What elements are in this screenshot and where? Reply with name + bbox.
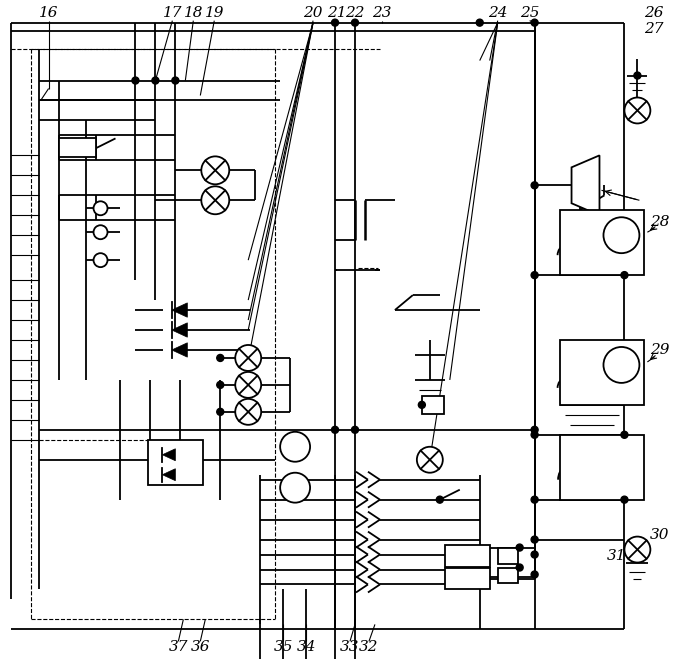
Circle shape xyxy=(235,372,261,398)
Circle shape xyxy=(621,271,628,279)
Circle shape xyxy=(531,536,538,543)
Bar xyxy=(444,545,490,567)
Circle shape xyxy=(332,19,339,26)
Circle shape xyxy=(235,399,261,425)
Text: 25: 25 xyxy=(520,5,540,19)
Text: 16: 16 xyxy=(39,5,58,19)
Bar xyxy=(559,435,645,500)
Circle shape xyxy=(332,426,339,433)
Text: 32: 32 xyxy=(359,641,379,655)
Text: 23: 23 xyxy=(372,5,392,19)
Polygon shape xyxy=(172,323,188,337)
Circle shape xyxy=(531,426,538,433)
Circle shape xyxy=(624,98,650,123)
Circle shape xyxy=(351,426,358,433)
Circle shape xyxy=(621,431,628,438)
Text: 19: 19 xyxy=(204,5,224,19)
Text: 27: 27 xyxy=(643,21,663,36)
Circle shape xyxy=(634,72,641,79)
Circle shape xyxy=(419,401,426,408)
Text: 24: 24 xyxy=(488,5,508,19)
Polygon shape xyxy=(172,303,188,317)
Circle shape xyxy=(531,571,538,578)
Circle shape xyxy=(516,564,523,571)
Bar xyxy=(498,567,518,584)
Circle shape xyxy=(603,347,639,383)
Circle shape xyxy=(202,186,230,214)
Circle shape xyxy=(531,551,538,558)
Bar xyxy=(498,547,518,563)
Text: 21: 21 xyxy=(328,5,346,19)
Text: 20: 20 xyxy=(303,5,323,19)
Circle shape xyxy=(476,19,483,26)
Bar xyxy=(559,210,645,275)
Text: 34: 34 xyxy=(296,641,316,655)
Bar xyxy=(444,567,490,590)
Circle shape xyxy=(202,156,230,184)
Circle shape xyxy=(235,345,261,371)
Text: 35: 35 xyxy=(274,641,293,655)
Text: 18: 18 xyxy=(183,5,203,19)
Circle shape xyxy=(280,431,310,462)
Text: 30: 30 xyxy=(650,527,669,541)
Text: 28: 28 xyxy=(650,215,669,229)
Circle shape xyxy=(217,381,224,389)
Circle shape xyxy=(351,19,358,26)
Text: 29: 29 xyxy=(650,343,669,357)
Circle shape xyxy=(621,496,628,503)
Bar xyxy=(422,396,444,414)
Circle shape xyxy=(172,77,179,84)
Circle shape xyxy=(217,408,224,415)
Circle shape xyxy=(516,544,523,551)
Text: 36: 36 xyxy=(190,641,210,655)
Text: 22: 22 xyxy=(345,5,365,19)
Text: 17: 17 xyxy=(162,5,182,19)
Polygon shape xyxy=(162,449,176,461)
Circle shape xyxy=(603,217,639,253)
Polygon shape xyxy=(571,155,599,215)
Circle shape xyxy=(531,271,538,279)
Polygon shape xyxy=(162,469,176,480)
Bar xyxy=(559,340,645,405)
Circle shape xyxy=(280,473,310,502)
Text: 37: 37 xyxy=(169,641,188,655)
Text: 33: 33 xyxy=(340,641,360,655)
Circle shape xyxy=(531,431,538,438)
Polygon shape xyxy=(172,343,188,357)
Circle shape xyxy=(436,496,443,503)
Text: 26: 26 xyxy=(643,5,663,19)
Text: 31: 31 xyxy=(607,549,626,563)
Bar xyxy=(59,139,95,157)
Circle shape xyxy=(94,253,108,267)
Circle shape xyxy=(94,225,108,239)
Circle shape xyxy=(94,201,108,215)
Bar xyxy=(148,440,203,484)
Circle shape xyxy=(132,77,139,84)
Circle shape xyxy=(531,496,538,503)
Circle shape xyxy=(531,19,538,26)
Circle shape xyxy=(624,537,650,563)
Circle shape xyxy=(217,354,224,361)
Circle shape xyxy=(531,182,538,189)
Circle shape xyxy=(152,77,159,84)
Circle shape xyxy=(417,447,443,473)
